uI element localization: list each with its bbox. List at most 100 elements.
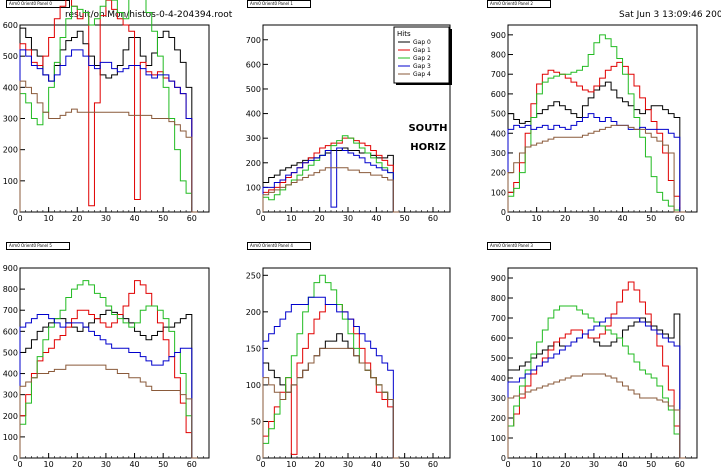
- x-tick-label: 20: [72, 214, 82, 223]
- x-tick-label: 0: [505, 460, 510, 469]
- y-tick-label: 100: [246, 183, 261, 192]
- x-tick-label: 30: [343, 460, 353, 469]
- x-tick-label: 60: [428, 214, 438, 223]
- y-tick-label: 500: [246, 85, 261, 94]
- panel-4: 0 10 20 30 40 50 60 0 50 100 150 200 250: [246, 267, 451, 469]
- series-gap-2: [262, 274, 399, 459]
- series-gap-4: [507, 124, 686, 213]
- y-tick-label: 0: [501, 208, 506, 217]
- x-tick-label: 30: [343, 214, 353, 223]
- y-tick-label: 800: [3, 285, 18, 294]
- x-tick-label: 0: [17, 214, 22, 223]
- x-tick-label: 40: [617, 214, 627, 223]
- x-tick-label: 60: [187, 460, 197, 469]
- y-tick-label: 800: [491, 294, 506, 303]
- x-tick-label: 0: [505, 214, 510, 223]
- y-tick-label: 700: [246, 36, 261, 45]
- series-gap-2: [19, 280, 198, 459]
- annotation-south: SOUTH: [408, 123, 447, 134]
- x-tick-label: 60: [675, 460, 685, 469]
- plot-frame: [507, 267, 698, 459]
- series-gap-0: [507, 313, 686, 459]
- y-tick-label: 200: [491, 169, 506, 178]
- series-gap-2: [19, 0, 198, 213]
- y-tick-label: 300: [3, 391, 18, 400]
- panel-title-0: Arm0 Orient0 Panel 0: [6, 0, 70, 8]
- y-tick-label: 100: [246, 381, 261, 390]
- panel-2: 0 10 20 30 40 50 60010020030040050060070080090…: [491, 24, 698, 223]
- series-gap-2: [507, 34, 686, 213]
- series-gap-4: [262, 347, 399, 459]
- y-tick-label: 0: [13, 208, 18, 217]
- panel-title-2: Arm0 Orient0 Panel 2: [487, 0, 551, 8]
- legend-entry: Gap 2: [413, 55, 431, 62]
- series-gap-3: [262, 147, 399, 213]
- y-tick-label: 700: [491, 70, 506, 79]
- y-tick-label: 200: [491, 414, 506, 423]
- panel-title-1: Arm0 Orient0 Panel 1: [247, 0, 311, 8]
- y-tick-label: 700: [3, 306, 18, 315]
- y-tick-label: 400: [491, 374, 506, 383]
- y-tick-label: 200: [3, 412, 18, 421]
- series-gap-1: [19, 280, 198, 459]
- series-gap-1: [262, 304, 399, 459]
- legend-title: Hits: [397, 30, 411, 38]
- x-tick-label: 10: [532, 214, 542, 223]
- x-tick-label: 50: [400, 460, 410, 469]
- series-gap-0: [19, 309, 198, 459]
- legend-shadow: [396, 83, 452, 85]
- panel-title-4: Arm0 Orient0 Panel 4: [247, 242, 311, 250]
- y-tick-label: 900: [3, 264, 18, 273]
- y-tick-label: 200: [246, 308, 261, 317]
- timestamp-label: Sat Jun 3 13:09:46 2006: [619, 10, 721, 20]
- x-tick-label: 30: [101, 214, 111, 223]
- series-gap-1: [262, 137, 399, 213]
- y-tick-label: 0: [256, 454, 261, 463]
- y-tick-label: 600: [491, 334, 506, 343]
- series-gap-3: [507, 113, 686, 213]
- x-tick-label: 30: [589, 214, 599, 223]
- panel-3: 0 10 20 30 40 50 60010020030040050060070080090…: [3, 264, 210, 469]
- x-tick-label: 20: [560, 214, 570, 223]
- y-tick-label: 600: [246, 60, 261, 69]
- series-gap-3: [507, 317, 686, 459]
- y-tick-label: 500: [491, 354, 506, 363]
- annotation-horiz: HORIZ: [410, 142, 446, 153]
- y-tick-label: 0: [256, 208, 261, 217]
- x-tick-label: 50: [158, 214, 168, 223]
- panel-title-5: Arm0 Orient0 Panel 3: [487, 242, 551, 250]
- series-gap-4: [262, 167, 399, 213]
- panel-title-3: Arm0 Orient0 Panel 5: [6, 242, 70, 250]
- x-tick-label: 60: [428, 460, 438, 469]
- y-tick-label: 250: [246, 271, 261, 280]
- x-tick-label: 40: [371, 460, 381, 469]
- series-gap-1: [19, 0, 198, 213]
- series-gap-2: [507, 305, 686, 459]
- y-tick-label: 0: [13, 454, 18, 463]
- y-tick-label: 300: [491, 149, 506, 158]
- legend-entry: Gap 1: [413, 47, 431, 54]
- y-tick-label: 600: [491, 90, 506, 99]
- x-tick-label: 10: [44, 460, 54, 469]
- y-tick-label: 300: [246, 134, 261, 143]
- x-tick-label: 40: [371, 214, 381, 223]
- y-tick-label: 900: [491, 274, 506, 283]
- y-tick-label: 600: [3, 327, 18, 336]
- x-tick-label: 10: [532, 460, 542, 469]
- plot-frame: [262, 24, 451, 213]
- y-tick-label: 200: [246, 159, 261, 168]
- x-tick-label: 40: [129, 460, 139, 469]
- x-tick-label: 0: [260, 460, 265, 469]
- x-tick-label: 20: [315, 214, 325, 223]
- legend-entry: Gap 3: [413, 63, 431, 70]
- panel-5: 0 10 20 30 40 50 60010020030040050060070080090…: [491, 267, 698, 469]
- y-tick-label: 400: [491, 129, 506, 138]
- series-gap-3: [262, 296, 399, 459]
- x-tick-label: 0: [17, 460, 22, 469]
- y-tick-label: 700: [491, 314, 506, 323]
- y-tick-label: 50: [251, 417, 261, 426]
- legend-entry: Gap 4: [413, 71, 431, 78]
- series-gap-3: [19, 313, 198, 459]
- series-gap-0: [262, 333, 399, 459]
